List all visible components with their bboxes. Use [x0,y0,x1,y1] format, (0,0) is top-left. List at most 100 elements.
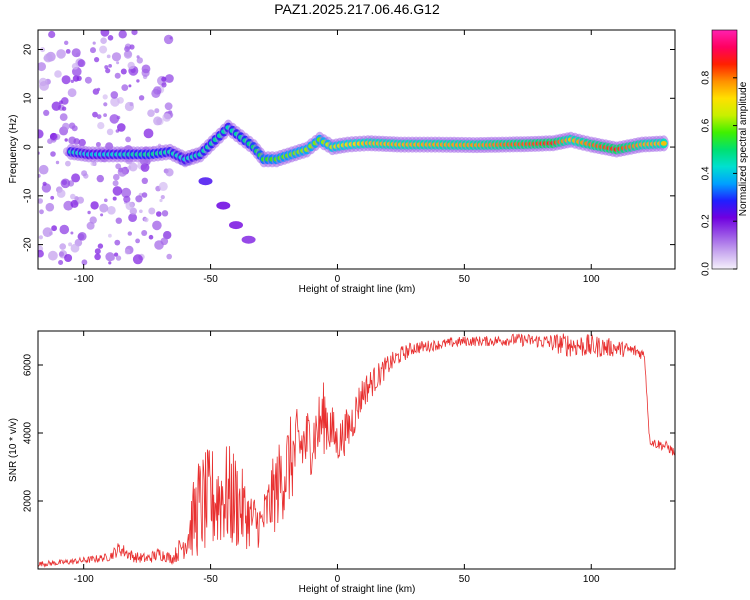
spectrogram-scatter-blob [94,253,101,261]
spectrogram-scatter-blob [107,35,114,41]
spectrogram-scatter-blob [42,227,53,238]
spectrogram-scatter-blob [127,61,135,70]
snr-y-tick-label: 4000 [23,421,34,444]
spectrogram-scatter-blob [114,239,121,246]
spectrogram-scatter-blob [68,122,76,129]
spectrogram-scatter-blob [55,160,60,165]
spectrogram-scatter-blob [51,225,57,232]
spectrogram-scatter-blob [103,102,108,107]
snr-plot-area [38,331,675,569]
spectrogram-scatter-blob [124,248,131,255]
spectrogram-scatter-blob [129,44,135,50]
spectrogram-scatter-blob [111,52,122,62]
spectrogram-scatter-blob [62,122,70,131]
spectrogram-scatter-blob [97,243,104,249]
spectrogram-scatter-blob [118,30,127,39]
spectrogram-scatter-blob [48,250,58,261]
spectrogram-scatter-blob [159,198,163,203]
spectrogram-scatter-blob [38,198,43,204]
snr-y-tick-label: 2000 [23,489,34,512]
spectrogram-scatter-blob [89,216,97,224]
colorbar-tick-label: 0.6 [701,118,712,132]
spectrogram-y-tick-label: 0 [23,144,34,150]
spectrogram-scatter-blob [95,142,101,147]
spectrogram-scatter-blob [105,68,111,74]
colorbar-tick-label: 0.8 [701,70,712,84]
spectrogram-scatter-blob [81,170,88,177]
spectrogram-scatter-blob [38,249,44,258]
spectrogram-scatter-blob [38,174,41,178]
spectrogram-y-tick-label: 20 [23,44,34,56]
spectrogram-scatter-blob [45,202,55,212]
snr-frame [37,330,676,570]
spectrogram-branch-blob [216,201,231,210]
spectrogram-scatter-blob [76,196,84,204]
snr-panel: -100 -50 0 50 100 2000 4000 6000 Height of stra… [8,330,676,595]
spectrogram-scatter-blob [128,162,138,172]
spectrogram-scatter-blob [143,128,154,139]
spectrogram-scatter-blob [100,37,107,44]
spectrogram-scatter-blob [86,221,95,230]
spectrogram-x-axis-title: Height of straight line (km) [299,284,416,295]
spectrogram-scatter-blob [160,195,165,200]
spectrogram-scatter-blob [97,87,101,91]
spectrogram-scatter-blob [96,174,105,183]
spectrogram-scatter-blob [121,187,132,198]
spectrogram-scatter-blob [163,34,174,45]
spectrogram-scatter-blob [77,232,87,241]
spectrogram-scatter-blob [141,64,151,74]
spectrogram-scatter-blob [154,108,160,114]
spectrogram-scatter-blob [141,177,148,184]
colorbar: 0.0 0.2 0.4 0.6 0.8 Normalized spectral ampl… [701,29,749,276]
spectrogram-y-axis-title: Frequency (Hz) [8,115,19,184]
spectrogram-scatter-blob [166,253,172,260]
spectrogram-scatter-blob [59,113,68,121]
figure-title: PAZ1.2025.217.06.46.G12 [274,1,440,17]
spectrogram-scatter-blob [115,163,122,170]
spectrogram-scatter-blob [54,70,62,78]
spectrogram-scatter-blob [96,114,102,119]
snr-x-tick-label: 100 [583,574,600,585]
spectrogram-scatter-blob [148,234,154,240]
spectrogram-scatter-blob [60,178,71,189]
spectrogram-scatter-blob [158,181,168,191]
spectrogram-scatter-blob [110,91,119,99]
spectrogram-x-tick-label: 100 [583,274,600,285]
spectrogram-scatter-blob [131,30,138,36]
spectrogram-scatter-blob [152,220,162,231]
spectrogram-y-tick-label: -20 [23,237,34,252]
colorbar-tick-label: 0.2 [701,214,712,228]
spectrogram-scatter-blob [120,68,127,75]
spectrogram-scatter-blob [70,193,76,200]
spectrogram-scatter-blob [68,242,73,247]
spectrogram-scatter-blob [112,180,119,187]
spectrogram-x-tick-label: -100 [74,274,94,285]
spectrogram-scatter-blob [51,101,61,111]
spectrogram-scatter-blob [73,138,80,145]
spectrogram-scatter-blob [50,151,56,157]
spectrogram-scatter-blob [107,206,116,215]
spectrogram-scatter-blob [124,46,130,52]
spectrogram-scatter-blob [43,109,50,116]
spectrogram-scatter-blob [61,106,67,111]
spectrogram-scatter-blob [112,196,117,201]
snr-x-tick-label: 50 [459,574,471,585]
spectrogram-scatter-blob [58,251,65,257]
spectrogram-scatter-blob [56,189,66,198]
spectrogram-scatter-blob [104,198,108,203]
spectrogram-scatter-blob [164,102,173,111]
spectrogram-scatter-blob [144,217,149,223]
spectrogram-scatter-blob [104,65,109,70]
spectrogram-scatter-blob [99,45,108,54]
spectrogram-x-tick-label: -50 [203,274,218,285]
spectrogram-scatter-blob [56,49,66,59]
spectrogram-scatter-blob [117,123,126,132]
spectrogram-scatter-blob [94,57,100,63]
spectrogram-branch-blob [241,235,256,244]
spectrogram-scatter-blob [165,74,174,83]
spectrogram-scatter-blob [114,252,119,257]
spectrogram-scatter-blob [64,254,73,262]
spectrogram-scatter-blob [39,209,44,215]
